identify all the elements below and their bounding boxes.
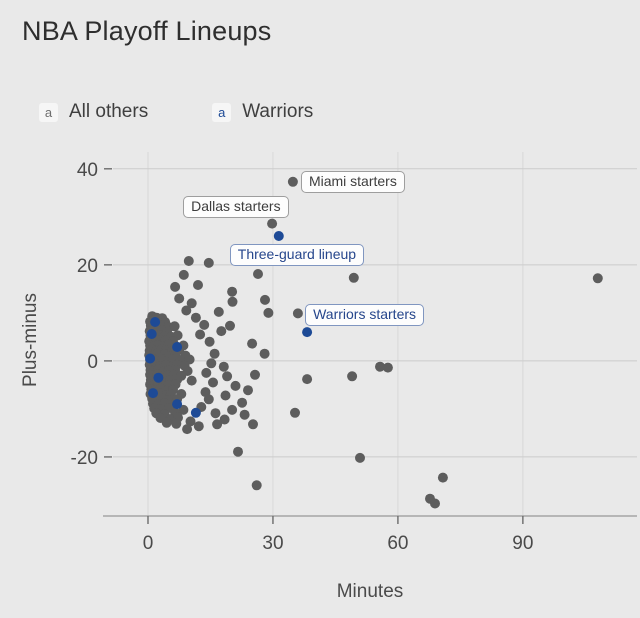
data-point-all-others <box>185 416 196 427</box>
data-point-all-others <box>182 424 193 435</box>
data-point-all-others <box>302 374 313 385</box>
data-point-all-others <box>230 380 241 391</box>
data-point-all-others <box>213 306 224 317</box>
data-point-all-others <box>204 336 215 347</box>
data-point-all-others <box>222 371 233 382</box>
legend-key-all-others-icon: a <box>39 102 58 122</box>
data-point-warriors <box>190 407 201 418</box>
data-point-warriors <box>172 399 183 410</box>
data-point-warriors <box>302 327 313 338</box>
data-point-all-others <box>178 269 189 280</box>
x-tick-label: 0 <box>143 533 154 554</box>
data-point-all-others <box>210 408 221 419</box>
data-point-all-others <box>203 394 214 405</box>
data-point-all-others <box>243 385 253 396</box>
data-point-all-others <box>178 404 189 415</box>
legend-label-warriors: Warriors <box>242 101 314 122</box>
data-point-all-others <box>260 294 270 305</box>
data-point-all-others <box>239 409 250 420</box>
data-point-all-others <box>259 348 270 359</box>
data-point-all-others <box>216 326 227 337</box>
legend-label-all-others: All others <box>69 101 149 122</box>
data-point-all-others <box>355 452 365 463</box>
data-point-warriors <box>172 342 183 352</box>
data-point-all-others <box>220 390 231 401</box>
chart-title: NBA Playoff Lineups <box>22 16 272 46</box>
data-point-all-others <box>437 472 448 483</box>
data-point-all-others <box>227 286 238 297</box>
data-point-warriors <box>273 231 284 241</box>
data-point-all-others <box>347 371 358 382</box>
data-point-all-others <box>263 307 274 318</box>
data-point-all-others <box>183 256 194 266</box>
y-tick-label: 0 <box>87 352 98 373</box>
legend-item-warriors[interactable]: a Warriors <box>212 101 313 123</box>
y-tick-label: -20 <box>71 448 98 469</box>
data-point-all-others <box>227 296 238 307</box>
data-point-all-others <box>227 404 238 415</box>
data-point-all-others <box>290 407 300 418</box>
data-point-all-others <box>253 269 263 279</box>
legend-key-warriors-icon: a <box>212 102 232 122</box>
data-point-warriors <box>145 353 156 364</box>
data-point-all-others <box>174 293 185 304</box>
data-point-warriors <box>150 317 161 327</box>
data-point-all-others <box>430 498 440 509</box>
data-point-all-others <box>212 419 223 430</box>
data-point-all-others <box>193 280 203 290</box>
data-point-all-others <box>218 361 229 372</box>
data-point-all-others <box>203 257 214 268</box>
data-point-all-others <box>382 362 393 373</box>
data-point-all-others <box>592 273 603 284</box>
data-point-warriors <box>148 388 158 399</box>
data-point-all-others <box>170 281 181 292</box>
y-tick-label: 20 <box>77 256 98 277</box>
data-point-warriors <box>153 372 164 383</box>
x-tick-label: 90 <box>512 533 533 554</box>
data-point-all-others <box>193 421 204 432</box>
data-point-all-others <box>208 377 218 388</box>
data-point-all-others <box>181 305 192 316</box>
annotation-three-guard-lineup: Three-guard lineup <box>229 244 365 267</box>
data-point-all-others <box>199 319 210 330</box>
data-point-all-others <box>292 308 303 319</box>
data-point-all-others <box>247 338 258 349</box>
data-point-all-others <box>348 272 359 283</box>
data-point-all-others <box>186 375 197 386</box>
data-point-all-others <box>225 320 235 331</box>
data-point-all-others <box>287 176 298 187</box>
data-point-all-others <box>209 348 220 359</box>
data-point-all-others <box>190 312 201 323</box>
annotation-miami-starters: Miami starters <box>300 170 405 193</box>
data-point-warriors <box>146 329 157 339</box>
data-point-all-others <box>195 329 206 340</box>
data-point-all-others <box>233 446 243 457</box>
data-point-all-others <box>250 369 260 380</box>
data-point-all-others <box>251 480 262 491</box>
data-point-all-others <box>169 321 180 332</box>
legend-item-all-others[interactable]: a All others <box>39 101 148 123</box>
x-tick-label: 60 <box>387 533 408 554</box>
data-point-all-others <box>237 397 248 408</box>
data-point-all-others <box>171 418 182 429</box>
data-point-all-others <box>201 367 212 378</box>
annotation-warriors-starters: Warriors starters <box>305 304 425 327</box>
legend: a All others a Warriors <box>39 101 313 123</box>
x-axis-title: Minutes <box>337 581 404 602</box>
data-point-all-others <box>219 414 230 425</box>
data-point-all-others <box>248 419 258 430</box>
annotation-dallas-starters: Dallas starters <box>183 195 289 218</box>
data-point-all-others <box>186 298 197 309</box>
data-point-all-others <box>267 218 278 229</box>
data-point-all-others <box>161 417 172 428</box>
y-axis-title: Plus-minus <box>20 293 41 387</box>
x-tick-label: 30 <box>262 533 283 554</box>
data-point-all-others <box>206 358 217 369</box>
y-tick-label: 40 <box>77 160 98 181</box>
data-point-all-others <box>375 361 385 372</box>
